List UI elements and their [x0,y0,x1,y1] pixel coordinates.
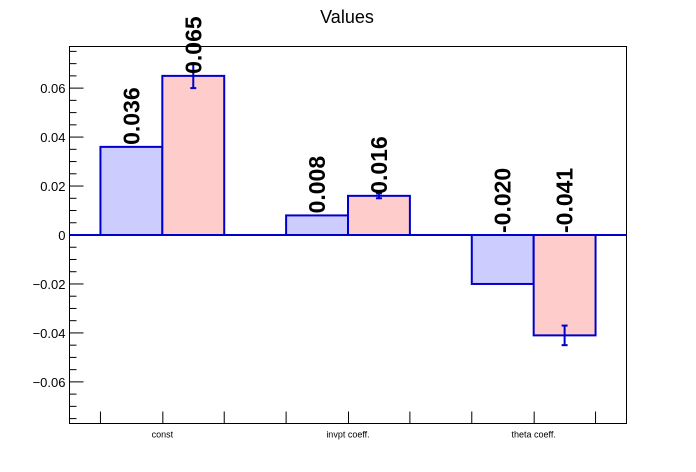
error-bars [190,62,568,347]
y-tick-label: 0.06 [40,81,65,96]
x-category-label: const [152,430,174,440]
bar [470,234,535,285]
data-label: 0.065 [180,16,206,74]
chart-title: Values [320,7,374,27]
data-label: -0.020 [490,168,516,233]
bar [285,214,350,237]
data-label: 0.008 [304,156,330,214]
bar [99,145,164,236]
y-tick-label: −0.06 [33,375,66,390]
data-label: 0.036 [118,87,144,145]
x-category-label: theta coeff. [511,430,555,440]
y-tick-label: 0 [58,228,65,243]
data-label: -0.041 [552,168,578,233]
x-axis: const invpt coeff. theta coeff. [99,411,597,440]
x-category-label: invpt coeff. [326,430,369,440]
bar [161,74,226,237]
bar [347,194,411,236]
y-tick-label: 0.04 [40,130,65,145]
bars [99,74,597,337]
data-labels: 0.036 0.008 -0.020 0.065 0.016 -0.041 [118,16,577,233]
y-tick-label: −0.04 [33,326,66,341]
bar [532,234,597,337]
data-label: 0.016 [366,136,392,194]
y-tick-label: 0.02 [40,179,65,194]
y-tick-label: −0.02 [33,277,66,292]
y-axis: −0.06 −0.04 −0.02 0 0.02 0.04 0.06 [33,50,84,420]
